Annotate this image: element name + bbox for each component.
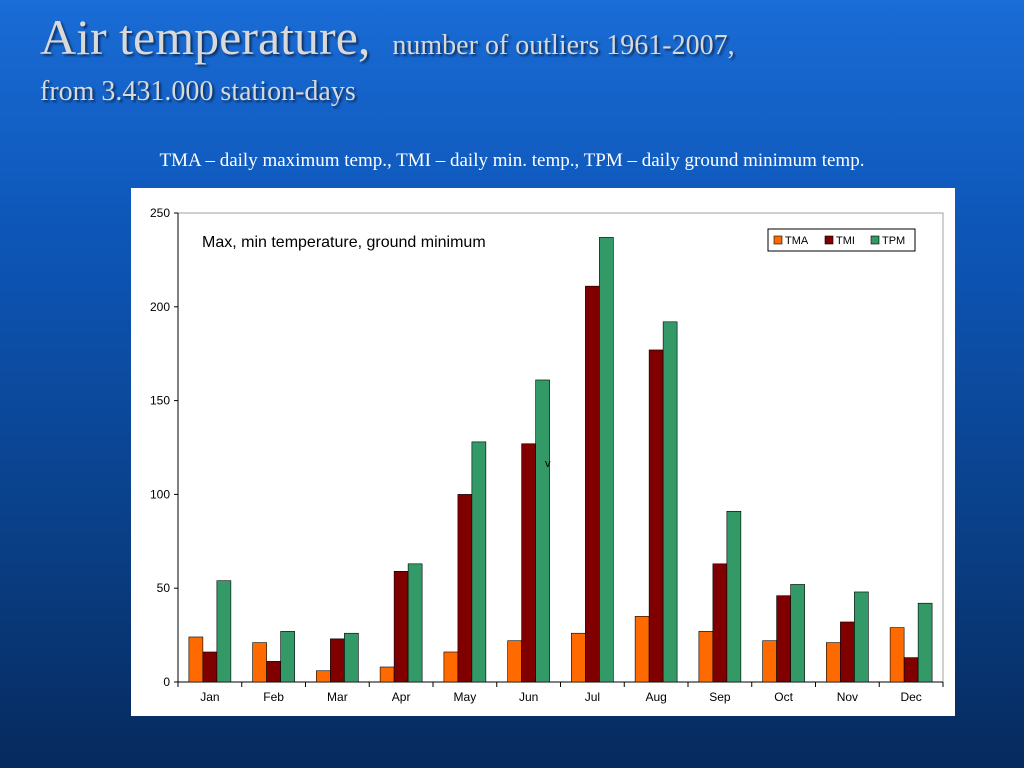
- bar-tpm: [917, 602, 933, 683]
- series-caption: TMA – daily maximum temp., TMI – daily m…: [159, 150, 865, 171]
- x-tick-label: Jul: [585, 690, 600, 704]
- legend-box: [767, 228, 916, 252]
- y-tick-label: 100: [150, 487, 170, 501]
- slide-title-main: Air temperature,: [40, 9, 371, 65]
- slide-title-line: Air temperature, number of outliers 1961-…: [40, 6, 1000, 81]
- bar-tpm: [471, 441, 487, 683]
- x-tick-label: May: [454, 690, 477, 704]
- bar-tmi: [521, 443, 536, 683]
- bar-tmi: [393, 571, 409, 683]
- bar-tma: [507, 640, 522, 683]
- bar-tmi: [585, 285, 600, 683]
- y-tick-label: 50: [157, 581, 171, 595]
- bar-tma: [316, 670, 331, 683]
- bar-tpm: [216, 580, 232, 683]
- bar-tmi: [457, 494, 473, 683]
- y-tick-label: 250: [150, 206, 170, 220]
- bar-tpm: [535, 379, 550, 683]
- bar-tpm: [407, 563, 423, 683]
- x-tick-label: Nov: [837, 690, 858, 704]
- x-tick-label: Dec: [900, 690, 921, 704]
- bar-tma: [826, 642, 841, 683]
- chart-panel: 0 50 100 150 200 250 Jan Feb Mar Apr May Jun Jul Aug S…: [131, 188, 955, 716]
- bar-tmi: [776, 595, 791, 683]
- bar-tma: [634, 616, 650, 683]
- bar-chart: 0 50 100 150 200 250 Jan Feb Mar Apr May Jun Jul Aug S…: [150, 206, 944, 704]
- bar-tma: [698, 631, 714, 683]
- y-tick-label: 0: [163, 675, 170, 689]
- x-tick-label: Mar: [327, 690, 348, 704]
- legend-label-tmi: TMI: [836, 235, 855, 247]
- x-tick-label: Oct: [774, 690, 793, 704]
- bar-tma: [379, 666, 395, 683]
- chart-annotation: v: [545, 458, 551, 470]
- bar-tmi: [266, 661, 281, 683]
- bar-tmi: [903, 657, 919, 683]
- bar-tma: [443, 651, 459, 683]
- legend-label-tma: TMA: [785, 235, 809, 247]
- slide-title-subtitle-1: number of outliers 1961-2007,: [392, 30, 735, 61]
- y-tick-label: 200: [150, 300, 170, 314]
- legend-label-tpm: TPM: [882, 235, 905, 247]
- bar-tmi: [712, 563, 728, 683]
- x-tick-label: Feb: [263, 690, 284, 704]
- bar-tmi: [202, 651, 218, 683]
- bar-tma: [571, 632, 586, 683]
- legend-swatch-tmi: [824, 235, 834, 245]
- x-tick-label: Jun: [519, 690, 538, 704]
- x-tick-label: Aug: [645, 690, 666, 704]
- bar-tpm: [662, 321, 678, 683]
- legend-swatch-tpm: [870, 235, 880, 245]
- bar-tma: [252, 642, 267, 683]
- bar-tma: [889, 627, 905, 683]
- x-tick-label: Apr: [392, 690, 411, 704]
- plot-area: [177, 212, 944, 683]
- x-tick-label: Jan: [200, 690, 219, 704]
- slide-title-block: Air temperature, number of outliers 1961-…: [40, 6, 1000, 109]
- legend-swatch-tma: [773, 235, 783, 245]
- bar-tpm: [599, 237, 614, 683]
- bar-tpm: [790, 584, 805, 683]
- bar-tpm: [726, 510, 742, 683]
- bar-tmi: [648, 349, 664, 683]
- bar-tmi: [330, 638, 345, 683]
- slide-title-subtitle-2: from 3.431.000 station-days: [40, 76, 356, 107]
- x-tick-label: Sep: [709, 690, 731, 704]
- bar-tpm: [344, 632, 359, 683]
- y-tick-label: 150: [150, 394, 170, 408]
- bar-tpm: [280, 631, 295, 683]
- bar-tmi: [840, 621, 855, 683]
- bar-tpm: [854, 591, 869, 683]
- bar-tma: [188, 636, 204, 683]
- chart-title: Max, min temperature, ground minimum: [202, 234, 486, 251]
- bar-tma: [762, 640, 777, 683]
